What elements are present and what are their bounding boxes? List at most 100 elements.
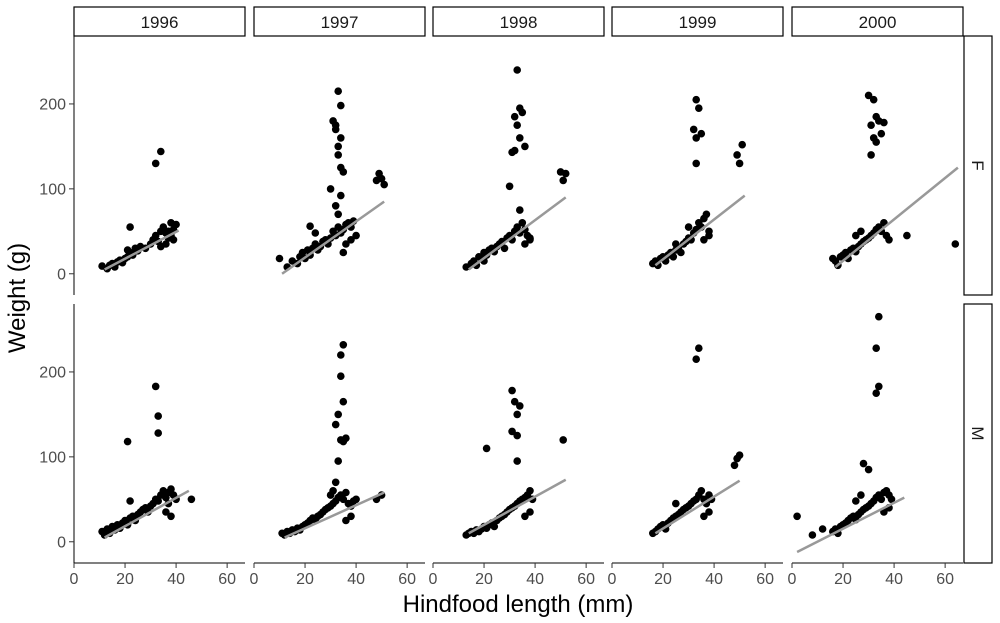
data-point — [735, 159, 744, 168]
y-axes: 0 100 200 0 100 200 — [39, 36, 75, 563]
data-point — [735, 451, 744, 460]
data-point — [513, 410, 521, 419]
data-point — [169, 236, 178, 244]
x-tick-label: 0 — [250, 571, 259, 588]
data-point — [347, 236, 355, 244]
data-point — [692, 355, 700, 364]
strip-1996: 1996 — [73, 6, 246, 37]
data-point — [872, 138, 880, 146]
data-point — [151, 231, 160, 240]
data-point — [510, 112, 519, 121]
column-strips: 1996 1997 1998 1999 2000 — [73, 6, 964, 37]
data-point — [334, 210, 343, 219]
data-point — [521, 240, 529, 248]
data-point — [697, 487, 706, 495]
x-tick-label: 60 — [218, 571, 236, 588]
panel-2000-M — [793, 312, 905, 554]
data-point — [513, 223, 521, 231]
panel-2000-F — [829, 91, 960, 270]
strip-2000: 2000 — [791, 6, 964, 37]
data-point — [518, 219, 527, 227]
strip-box — [253, 6, 426, 37]
data-point — [885, 236, 893, 244]
x-axis-2000: 0 20 40 60 — [788, 562, 963, 588]
data-point — [877, 129, 886, 138]
data-point — [334, 87, 343, 95]
x-tick-label: 60 — [398, 571, 416, 588]
data-point — [859, 459, 868, 468]
data-point — [339, 168, 348, 176]
strip-label: M — [968, 426, 987, 440]
data-point — [510, 146, 519, 155]
data-point — [482, 444, 491, 453]
data-point — [352, 231, 360, 240]
panel-1998-M — [462, 386, 567, 539]
regression-line — [654, 194, 746, 267]
x-tick-label: 0 — [70, 571, 79, 588]
data-point — [526, 508, 534, 516]
data-point — [695, 104, 703, 112]
y-axis-title: Weight (g) — [4, 243, 31, 353]
data-point — [339, 248, 348, 257]
data-point — [518, 108, 527, 117]
y-tick-label: 200 — [39, 96, 66, 113]
data-point — [872, 389, 880, 398]
data-point — [157, 242, 165, 251]
x-tick-label: 0 — [429, 571, 438, 588]
strip-M: M — [963, 303, 993, 564]
regression-line — [467, 196, 567, 271]
data-point — [867, 121, 875, 129]
strip-box — [611, 6, 784, 37]
data-point — [505, 182, 514, 191]
data-point — [339, 495, 348, 504]
data-point — [167, 512, 175, 521]
data-point — [154, 429, 162, 437]
x-tick-label: 40 — [885, 571, 903, 588]
data-point — [331, 125, 340, 134]
data-point — [306, 222, 314, 230]
data-point — [516, 206, 524, 214]
data-point — [684, 223, 693, 231]
regression-line — [834, 166, 959, 268]
data-point — [334, 457, 343, 465]
data-point — [275, 254, 284, 263]
strip-box — [432, 6, 605, 37]
regression-line — [796, 496, 905, 554]
x-tick-label: 60 — [936, 571, 954, 588]
data-point — [342, 488, 350, 497]
data-point — [733, 151, 741, 159]
strip-label: 2000 — [859, 13, 897, 32]
data-point — [521, 512, 529, 521]
data-point — [510, 397, 519, 406]
data-point — [864, 465, 873, 474]
data-point — [818, 525, 827, 533]
data-point — [857, 491, 865, 499]
x-tick-label: 20 — [834, 571, 852, 588]
data-point — [331, 202, 340, 210]
strip-box — [791, 6, 964, 37]
data-point — [126, 223, 134, 231]
data-point — [695, 344, 703, 353]
data-point — [672, 499, 680, 508]
data-point — [157, 147, 165, 156]
strip-F: F — [963, 35, 993, 296]
x-axes: 0 20 40 60 0 20 40 60 0 20 40 60 0 20 40 60 0 20 40 60 — [70, 562, 963, 588]
regression-line — [281, 200, 385, 275]
data-point — [951, 240, 960, 248]
data-point — [692, 134, 700, 142]
row-strips: FM — [963, 35, 993, 564]
data-point — [875, 312, 883, 321]
data-point — [162, 508, 170, 516]
panel-1996-M — [98, 382, 196, 539]
data-point — [875, 382, 883, 391]
data-point — [677, 248, 685, 257]
data-point — [331, 420, 340, 429]
y-axis-F: 0 100 200 — [39, 36, 75, 295]
data-point — [380, 180, 389, 189]
data-point — [669, 252, 678, 261]
data-point — [311, 229, 320, 237]
x-axis-1999: 0 20 40 60 — [608, 562, 783, 588]
strip-label: 1996 — [141, 13, 179, 32]
x-tick-label: 0 — [788, 571, 797, 588]
strip-box — [963, 35, 993, 296]
